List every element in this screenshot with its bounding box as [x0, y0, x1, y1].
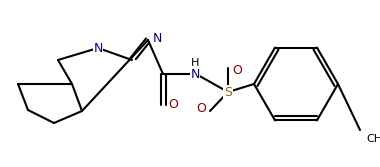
Text: H: H [191, 58, 199, 68]
Text: O: O [196, 103, 206, 116]
Text: CH₃: CH₃ [366, 134, 380, 144]
Text: N: N [190, 67, 200, 80]
Text: O: O [168, 99, 178, 112]
Text: O: O [232, 63, 242, 76]
Text: N: N [93, 42, 103, 54]
Text: S: S [224, 86, 232, 99]
Text: N: N [153, 33, 162, 45]
